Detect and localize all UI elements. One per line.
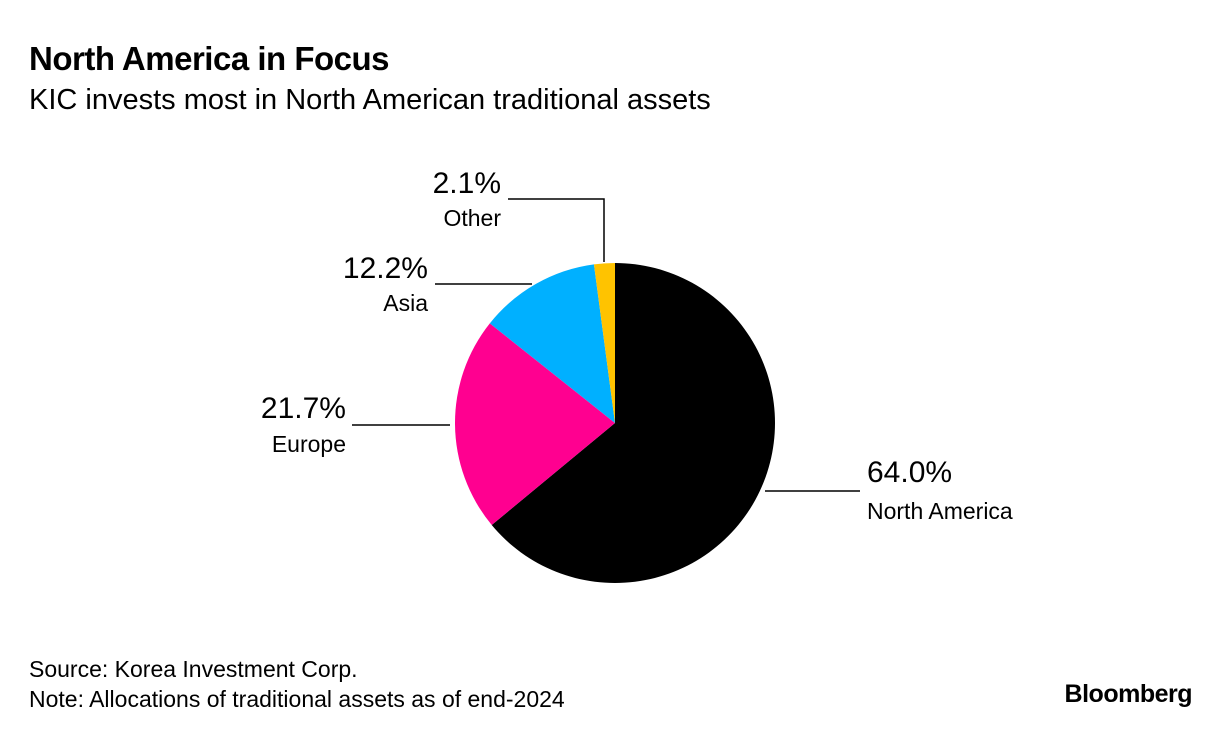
value-label-north-america: 64.0%: [867, 456, 952, 489]
pie-slice-north-america: [491, 263, 775, 583]
value-label-europe: 21.7%: [261, 392, 346, 425]
bloomberg-logo: Bloomberg: [1064, 680, 1193, 708]
category-label-north-america: North America: [867, 498, 1013, 524]
pie-slice-europe: [455, 323, 615, 525]
footnote: Note: Allocations of traditional assets …: [29, 686, 565, 712]
source-note: Source: Korea Investment Corp.: [29, 656, 358, 682]
chart-title: North America in Focus: [29, 40, 390, 77]
leader-line-other: [508, 198, 605, 262]
chart-subtitle: KIC invests most in North American tradi…: [29, 84, 711, 116]
value-label-asia: 12.2%: [343, 252, 428, 285]
value-label-other: 2.1%: [433, 167, 501, 200]
pie-slice-other: [593, 263, 615, 423]
category-label-asia: Asia: [383, 290, 428, 316]
pie-slice-asia: [489, 264, 615, 423]
category-label-europe: Europe: [272, 431, 346, 457]
category-label-other: Other: [443, 205, 501, 231]
